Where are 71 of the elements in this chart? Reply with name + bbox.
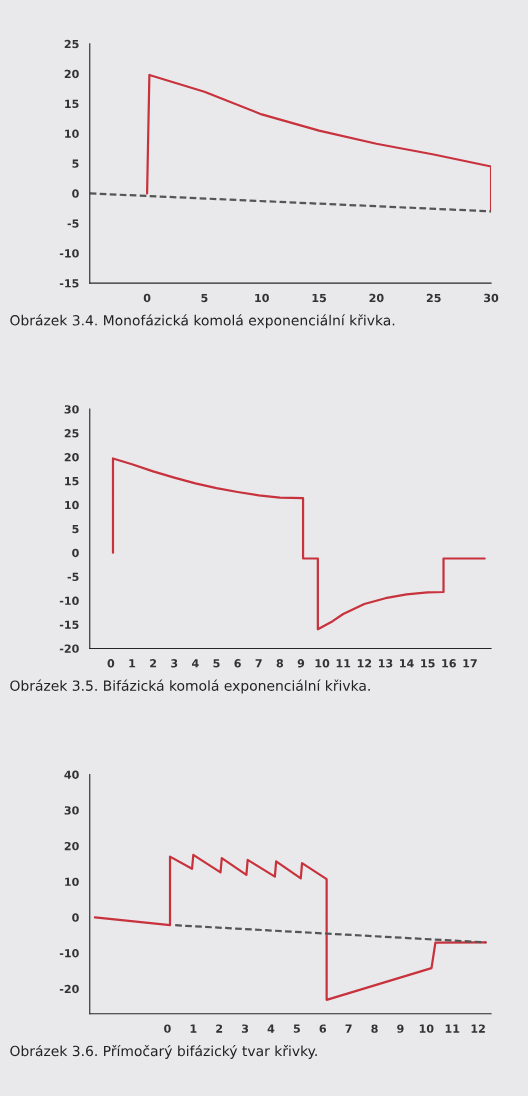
x-tick-label: 6 — [234, 659, 241, 668]
x-tick-label: 2 — [150, 659, 157, 668]
x-tick-label: 6 — [319, 1024, 327, 1033]
x-tick-label: 5 — [213, 659, 220, 668]
y-tick-label: -10 — [59, 949, 79, 958]
x-tick-label: 13 — [378, 659, 393, 668]
y-tick-label: 20 — [64, 69, 79, 79]
x-tick-label: 5 — [201, 293, 208, 303]
y-tick-label: -5 — [67, 572, 79, 582]
x-tick-label: 7 — [345, 1024, 352, 1033]
y-tick-label: 10 — [65, 129, 79, 138]
x-tick-label: 3 — [241, 1024, 249, 1033]
y-tick-label: 25 — [64, 429, 79, 438]
y-tick-label: 5 — [72, 159, 79, 168]
x-tick-label: 8 — [371, 1024, 378, 1033]
y-tick-label: -20 — [59, 644, 79, 653]
text: Obrázek 3.6. Přímočarý bifázický tvar křivky. — [10, 1044, 317, 1059]
x-tick-label: 12 — [471, 1024, 485, 1033]
y-tick-label: -5 — [67, 219, 79, 228]
x-tick-label: 0 — [143, 293, 151, 303]
y-tick-label: 10 — [65, 877, 79, 887]
text: Obrázek 3.5. Bifázická komolá exponenciální křivka. — [10, 679, 370, 694]
x-tick-label: 10 — [255, 293, 269, 303]
x-tick-label: 15 — [312, 293, 327, 303]
y-tick-label: 20 — [64, 453, 79, 462]
x-tick-label: 9 — [297, 659, 305, 668]
x-tick-label: 30 — [484, 293, 499, 303]
y-tick-label: 30 — [64, 806, 79, 815]
x-tick-label: 10 — [419, 1024, 434, 1033]
line-series — [111, 457, 486, 631]
y-tick-label: 30 — [64, 405, 79, 414]
y-tick-label: 5 — [72, 524, 79, 534]
y-tick-label: 40 — [64, 770, 79, 779]
x-tick-label: 0 — [164, 1024, 171, 1033]
y-tick-label: 25 — [64, 39, 79, 49]
y-tick-label: -20 — [59, 984, 79, 994]
line-series — [145, 73, 492, 213]
y-tick-label: -10 — [59, 596, 79, 605]
x-tick-label: 1 — [190, 1024, 197, 1033]
x-tick-label: 5 — [293, 1024, 300, 1033]
x-tick-label: 15 — [421, 659, 435, 668]
x-tick-label: 7 — [255, 659, 262, 668]
x-tick-label: 4 — [191, 659, 199, 668]
y-tick-label: 15 — [65, 99, 79, 109]
x-tick-label: 0 — [107, 659, 115, 668]
x-tick-label: 3 — [171, 659, 178, 668]
y-tick-label: 0 — [72, 189, 79, 198]
y-tick-label: -15 — [59, 620, 79, 629]
x-tick-label: 20 — [369, 293, 384, 303]
x-tick-label: 14 — [400, 659, 414, 668]
x-tick-label: 12 — [357, 659, 372, 668]
x-tick-label: 11 — [336, 659, 351, 668]
x-tick-label: 16 — [442, 659, 456, 668]
y-tick-label: -15 — [59, 279, 79, 288]
text: Obrázek 3.4. Monofázická komolá exponenciální křivka. — [10, 314, 395, 329]
y-tick-label: 20 — [64, 841, 79, 851]
x-tick-label: 17 — [463, 659, 477, 668]
line-series — [93, 853, 487, 1001]
x-tick-label: 2 — [216, 1024, 223, 1033]
y-tick-label: -10 — [59, 249, 79, 258]
y-tick-label: 10 — [65, 500, 79, 510]
y-tick-label: 0 — [72, 913, 79, 922]
x-tick-label: 8 — [276, 659, 284, 668]
x-tick-label: 25 — [426, 293, 441, 303]
x-tick-label: 11 — [445, 1024, 460, 1033]
y-tick-label: 15 — [65, 477, 79, 486]
x-tick-label: 4 — [267, 1024, 275, 1033]
y-tick-label: 0 — [72, 548, 79, 558]
x-tick-label: 10 — [315, 659, 330, 668]
x-tick-label: 9 — [397, 1024, 404, 1033]
x-tick-label: 1 — [129, 659, 136, 668]
